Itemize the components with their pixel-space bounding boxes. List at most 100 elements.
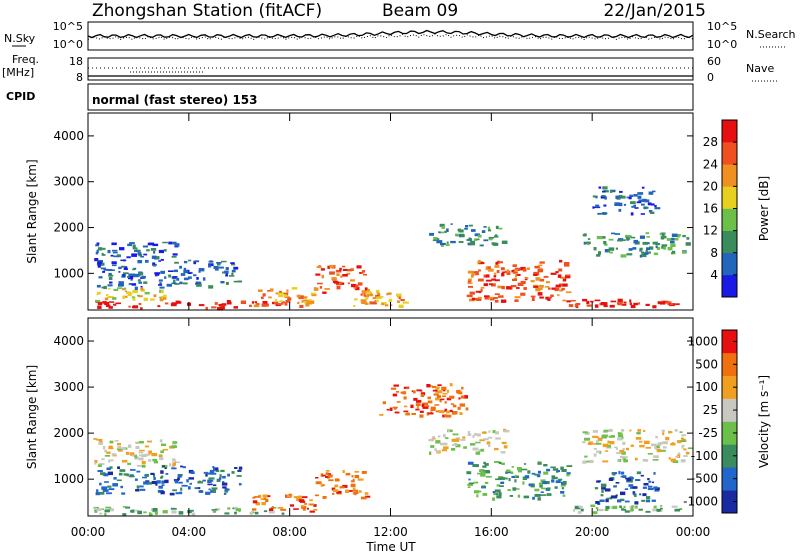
data-cell — [644, 440, 650, 445]
data-cell — [297, 495, 303, 499]
data-cell — [686, 237, 690, 240]
data-cell — [556, 294, 560, 296]
data-cell — [104, 455, 111, 457]
data-cell — [652, 459, 659, 461]
cpid-label: CPID — [6, 90, 35, 103]
data-cell — [174, 243, 180, 247]
data-cell — [603, 204, 607, 207]
data-cell — [158, 454, 162, 457]
data-cell — [632, 247, 637, 250]
data-cell — [608, 247, 615, 251]
data-cell — [180, 273, 186, 276]
data-cell — [683, 455, 688, 457]
data-cell — [107, 288, 111, 290]
data-cell — [153, 477, 156, 480]
data-cell — [494, 299, 499, 303]
data-cell — [639, 440, 643, 443]
data-cell — [514, 479, 517, 483]
data-cell — [595, 507, 599, 510]
data-cell — [128, 305, 131, 308]
data-cell — [430, 445, 435, 448]
data-cell — [353, 286, 357, 289]
data-cell — [465, 407, 469, 411]
data-cell — [534, 488, 540, 492]
data-cell — [156, 480, 161, 484]
data-cell — [471, 229, 476, 232]
velocity-panel: 1000 2000 3000 4000 00:00 04:00 08:00 12:00 16:0… — [25, 317, 771, 539]
data-cell — [202, 479, 206, 482]
data-cell — [258, 289, 263, 292]
data-cell — [160, 450, 164, 454]
data-cell — [212, 489, 216, 493]
data-cell — [355, 491, 359, 494]
data-cell — [514, 296, 521, 299]
data-cell — [487, 436, 493, 439]
data-cell — [132, 247, 138, 250]
data-cell — [278, 294, 283, 298]
data-cell — [129, 452, 135, 456]
data-cell — [630, 201, 636, 205]
data-cell — [126, 451, 130, 455]
data-cell — [141, 454, 147, 458]
data-cell — [619, 202, 623, 207]
data-cell — [127, 444, 132, 448]
data-cell — [139, 485, 144, 488]
data-cell — [615, 247, 618, 250]
data-cell — [400, 391, 406, 394]
data-cell — [455, 444, 461, 448]
data-cell — [193, 274, 197, 277]
colorbar-tick-label: -500 — [691, 472, 718, 486]
data-cell — [158, 284, 163, 286]
data-cell — [398, 296, 401, 300]
data-cell — [476, 494, 479, 498]
data-cell — [651, 203, 655, 206]
data-cell — [216, 262, 222, 264]
data-cell — [608, 428, 613, 432]
data-cell — [482, 493, 488, 496]
data-cell — [494, 265, 500, 268]
data-cell — [134, 249, 139, 252]
data-region — [253, 287, 319, 308]
data-cell — [351, 283, 357, 288]
data-cell — [154, 511, 158, 515]
data-cell — [537, 268, 544, 273]
data-cell — [654, 207, 661, 210]
data-cell — [189, 482, 192, 485]
data-cell — [302, 296, 308, 299]
data-cell — [183, 282, 188, 285]
data-cell — [316, 266, 322, 269]
data-cell — [561, 487, 565, 490]
data-cell — [210, 472, 214, 475]
data-cell — [560, 466, 564, 470]
data-cell — [222, 486, 227, 489]
data-cell — [160, 290, 164, 294]
data-cell — [286, 289, 289, 293]
data-cell — [489, 297, 495, 301]
data-cell — [560, 276, 566, 279]
data-cell — [197, 281, 202, 285]
data-cell — [135, 478, 138, 481]
data-cell — [260, 498, 265, 500]
data-cell — [588, 441, 593, 445]
data-cell — [225, 273, 228, 276]
data-cell — [520, 280, 526, 285]
data-cell — [387, 292, 392, 295]
data-cell — [108, 276, 113, 280]
data-cell — [205, 306, 208, 310]
data-cell — [384, 304, 389, 307]
data-cell — [495, 478, 500, 481]
data-region — [315, 264, 368, 294]
data-cell — [152, 458, 158, 462]
data-cell — [145, 297, 148, 301]
data-cell — [565, 274, 571, 279]
data-cell — [211, 306, 217, 309]
data-cell — [122, 506, 127, 508]
colorbar-tick-label: 4 — [710, 268, 718, 282]
data-cell — [196, 283, 202, 287]
data-cell — [261, 296, 264, 300]
data-cell — [511, 270, 515, 273]
data-cell — [102, 446, 106, 450]
data-cell — [173, 279, 176, 283]
colorbar-swatch — [722, 352, 737, 377]
data-cell — [501, 441, 507, 445]
